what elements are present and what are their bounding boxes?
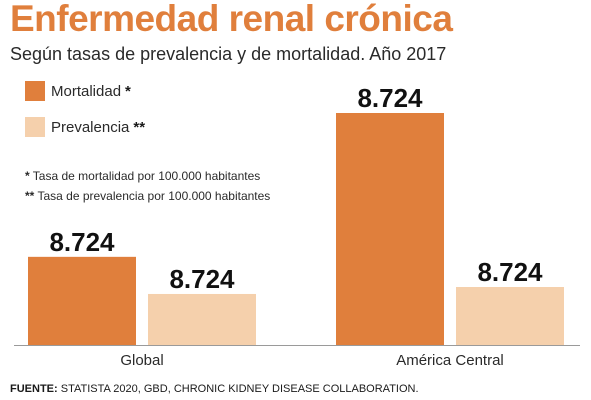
legend-swatch-mortalidad [25,81,45,101]
footnote-prevalencia: ** Tasa de prevalencia por 100.000 habit… [25,186,270,206]
legend: Mortalidad * Prevalencia ** [25,80,145,152]
source-text: STATISTA 2020, GBD, CHRONIC KIDNEY DISEA… [60,383,419,395]
data-label-mortalidad-global: 8.724 [49,227,115,257]
legend-swatch-prevalencia [25,117,45,137]
bar-mortalidad-global [28,256,136,345]
category-label-america-central: América Central [396,352,504,369]
legend-label-mortalidad: Mortalidad [51,82,122,100]
legend-item-prevalencia: Prevalencia ** [25,116,145,138]
data-label-prevalencia-america-central: 8.724 [477,257,543,287]
source-note: FUENTE: STATISTA 2020, GBD, CHRONIC KIDN… [10,383,419,395]
bar-mortalidad-america-central [336,113,444,345]
footnote-text: Tasa de mortalidad por 100.000 habitante… [32,169,261,183]
category-label-global: Global [120,352,163,369]
footnotes: * Tasa de mortalidad por 100.000 habitan… [25,166,270,206]
legend-label-prevalencia: Prevalencia [51,118,130,136]
source-label: FUENTE: [10,383,58,395]
chart-subtitle: Según tasas de prevalencia y de mortalid… [10,44,447,64]
footnote-mark: * [25,169,30,183]
bar-prevalencia-america-central [456,287,564,345]
data-label-prevalencia-global: 8.724 [169,264,235,294]
footnote-mortalidad: * Tasa de mortalidad por 100.000 habitan… [25,166,270,186]
footnote-text: Tasa de prevalencia por 100.000 habitant… [37,189,271,203]
footnote-mark: ** [25,189,35,203]
legend-item-mortalidad: Mortalidad * [25,80,145,102]
bar-prevalencia-global [148,293,256,345]
data-label-mortalidad-america-central: 8.724 [357,83,423,113]
legend-mark-prevalencia: ** [133,118,146,136]
chart-title: Enfermedad renal crónica [10,0,453,39]
legend-mark-mortalidad: * [125,82,131,100]
